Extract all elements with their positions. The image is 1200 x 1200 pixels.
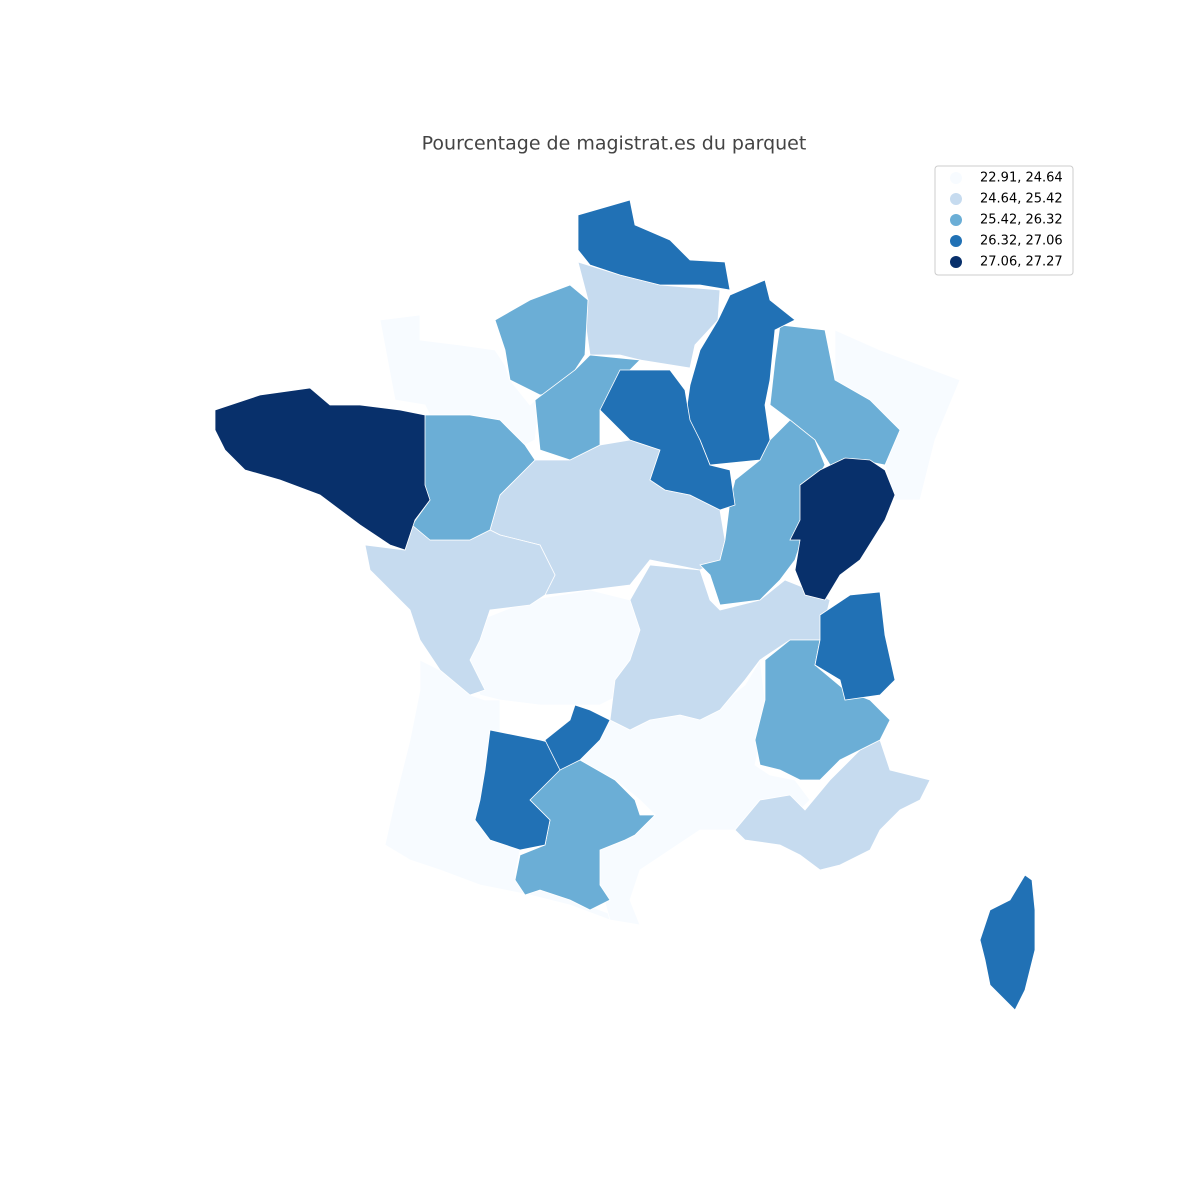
- region: [979, 874, 1036, 1011]
- legend-marker: [950, 172, 962, 184]
- regions: [214, 199, 1036, 1011]
- region: [534, 354, 641, 461]
- map-title: Pourcentage de magistrat.es du parquet: [422, 133, 807, 155]
- legend-label: 24.64, 25.42: [980, 192, 1063, 207]
- legend-marker: [950, 235, 962, 247]
- region: [734, 739, 931, 871]
- region: [699, 419, 826, 606]
- legend-marker: [950, 193, 962, 205]
- region: [599, 369, 736, 511]
- legend-marker: [950, 214, 962, 226]
- region: [544, 704, 611, 771]
- legend-box: [934, 165, 1074, 276]
- region: [609, 564, 831, 731]
- legend-marker: [950, 256, 962, 268]
- legend-label: 26.32, 27.06: [980, 234, 1063, 249]
- region: [789, 457, 896, 601]
- region: [514, 759, 656, 911]
- legend-label: 22.91, 24.64: [980, 171, 1063, 186]
- region: [469, 589, 641, 706]
- legend: 22.91, 24.64 24.64, 25.42 25.42, 26.32 26.3…: [950, 171, 1063, 270]
- region: [684, 279, 796, 466]
- region: [814, 591, 896, 701]
- legend-label: 27.06, 27.27: [980, 255, 1063, 270]
- region: [577, 199, 731, 291]
- region: [214, 387, 431, 551]
- legend-label: 25.42, 26.32: [980, 213, 1063, 228]
